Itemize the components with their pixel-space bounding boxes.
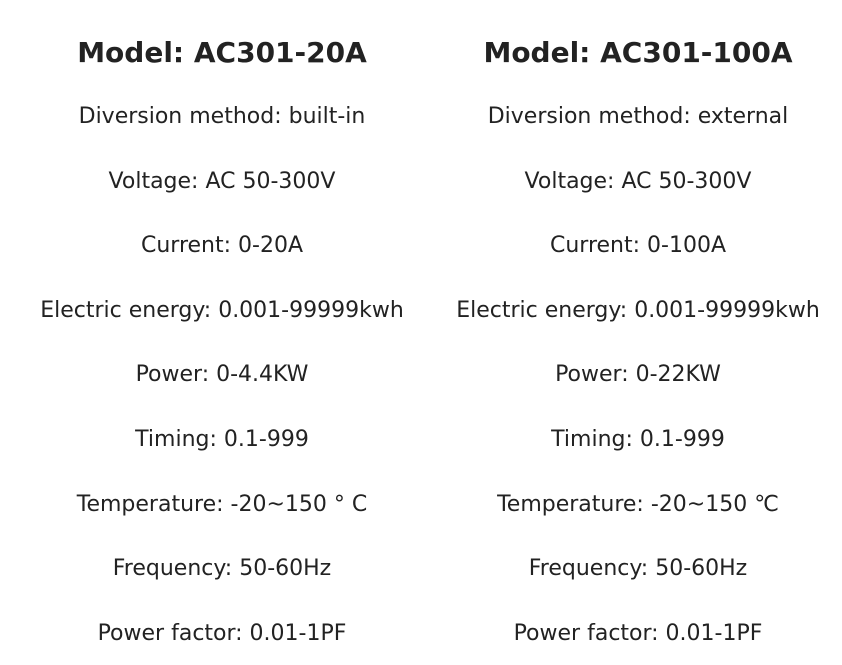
- spec-line: Power factor: 0.01-1PF: [513, 620, 763, 646]
- spec-line: Temperature: -20~150 ° C: [76, 491, 368, 517]
- spec-line: Temperature: -20~150 ℃: [497, 491, 779, 517]
- spec-line: Diversion method: built-in: [78, 104, 366, 129]
- spec-line: Power: 0-22KW: [555, 362, 721, 388]
- spec-line: Timing: 0.1-999: [551, 427, 725, 452]
- spec-line: Current: 0-100A: [549, 233, 726, 259]
- spec-line: Timing: 0.1-999: [135, 427, 309, 452]
- spec-line: Voltage: AC 50-300V: [108, 168, 336, 194]
- spec-line: Frequency: 50-60Hz: [112, 556, 332, 582]
- spec-line: Power: 0-4.4KW: [135, 362, 309, 388]
- spec-line: Electric energy: 0.001-99999kwh: [40, 297, 404, 323]
- spec-line: Diversion method: external: [487, 104, 789, 129]
- spec-line: Voltage: AC 50-300V: [524, 168, 752, 194]
- spec-line: Current: 0-20A: [140, 233, 303, 259]
- model-title: Model: AC301-100A: [483, 36, 793, 69]
- spec-line: Electric energy: 0.001-99999kwh: [456, 297, 820, 323]
- spec-line: Frequency: 50-60Hz: [528, 556, 748, 582]
- spec-line: Power factor: 0.01-1PF: [97, 620, 347, 646]
- model-title: Model: AC301-20A: [77, 36, 367, 69]
